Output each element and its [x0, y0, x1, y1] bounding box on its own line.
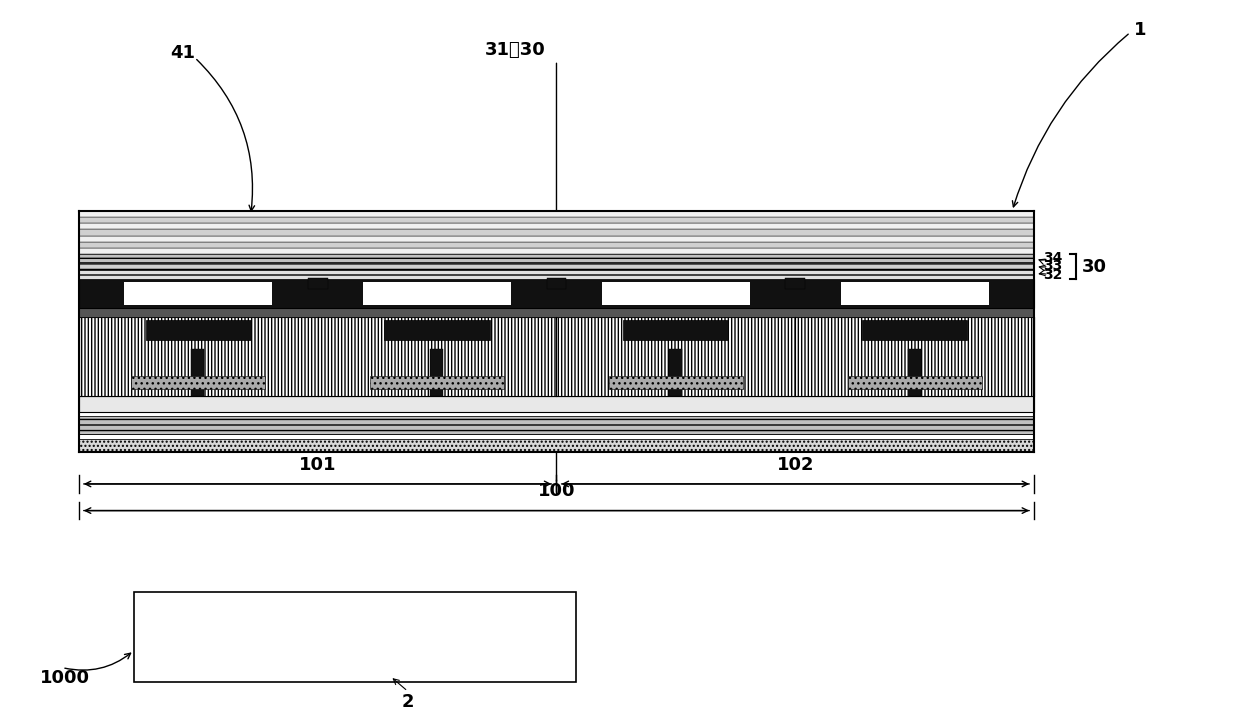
Text: 1000: 1000 — [40, 669, 91, 688]
Bar — [609, 376, 743, 389]
Bar — [78, 254, 1034, 262]
Text: 102: 102 — [776, 455, 815, 474]
Bar — [78, 317, 1034, 396]
Bar — [430, 348, 443, 396]
Bar — [908, 348, 921, 396]
Bar — [668, 348, 682, 396]
Bar — [384, 320, 490, 340]
Bar — [145, 320, 250, 340]
Text: 2: 2 — [402, 693, 414, 711]
Text: 31、30: 31、30 — [485, 41, 546, 59]
Bar — [78, 236, 1034, 241]
Bar — [78, 262, 1034, 270]
Bar — [308, 278, 327, 289]
Bar — [841, 282, 988, 305]
Bar — [624, 320, 728, 340]
Text: 34: 34 — [1043, 251, 1063, 265]
Bar — [78, 435, 1034, 439]
Text: 101: 101 — [299, 455, 336, 474]
Bar — [848, 376, 982, 389]
Text: 33: 33 — [1043, 259, 1063, 273]
Bar — [78, 396, 1034, 412]
Bar — [78, 308, 1034, 317]
Bar — [78, 248, 1034, 254]
Bar — [78, 223, 1034, 229]
Bar — [134, 592, 575, 682]
Bar — [191, 348, 205, 396]
Bar — [78, 416, 1034, 435]
Bar — [78, 211, 1034, 217]
Text: 41: 41 — [170, 44, 195, 62]
Bar — [363, 282, 511, 305]
Bar — [78, 270, 1034, 279]
Text: 32: 32 — [1043, 268, 1063, 282]
Bar — [78, 439, 1034, 452]
Bar — [78, 412, 1034, 416]
Text: 100: 100 — [538, 482, 575, 500]
Bar — [547, 278, 567, 289]
Bar — [78, 241, 1034, 248]
Bar — [371, 376, 503, 389]
Text: 1: 1 — [1133, 21, 1146, 39]
Text: 30: 30 — [1081, 258, 1107, 275]
Bar — [601, 282, 750, 305]
Bar — [131, 376, 265, 389]
Bar — [785, 278, 805, 289]
Bar — [78, 279, 1034, 308]
Bar — [78, 217, 1034, 223]
Bar — [862, 320, 967, 340]
Bar — [124, 282, 273, 305]
Bar — [78, 229, 1034, 236]
